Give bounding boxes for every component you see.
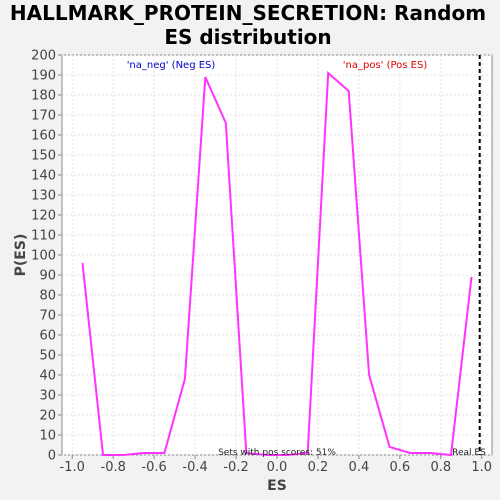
y-tick-label: 60 bbox=[39, 329, 56, 344]
y-tick-label: 190 bbox=[31, 69, 56, 84]
x-tick-label: -1.0 bbox=[60, 460, 85, 475]
pos-scores-annotation: Sets with pos scores: 51% bbox=[218, 448, 336, 458]
x-tick-label: -0.4 bbox=[182, 460, 207, 475]
x-tick-label: 0.4 bbox=[349, 460, 370, 475]
y-tick-label: 0 bbox=[48, 449, 56, 464]
legend-neg-es: 'na_neg' (Neg ES) bbox=[127, 60, 216, 71]
x-tick-label: -0.8 bbox=[101, 460, 126, 475]
y-tick-label: 120 bbox=[31, 209, 56, 224]
x-tick-label: 0.6 bbox=[390, 460, 411, 475]
x-tick-label: -0.2 bbox=[223, 460, 248, 475]
x-tick-label: 0.0 bbox=[267, 460, 288, 475]
x-tick-label: 0.2 bbox=[308, 460, 329, 475]
y-tick-label: 160 bbox=[31, 129, 56, 144]
y-tick-label: 140 bbox=[31, 169, 56, 184]
y-tick-label: 180 bbox=[31, 89, 56, 104]
y-tick-label: 30 bbox=[39, 389, 56, 404]
y-tick-label: 100 bbox=[31, 249, 56, 264]
y-tick-label: 110 bbox=[31, 229, 56, 244]
y-axis-ticks: 0 10 20 30 40 50 60 70 80 90 100 110 120 130 140 150 160… bbox=[31, 49, 62, 464]
x-tick-label: 1.0 bbox=[471, 460, 492, 475]
y-tick-label: 20 bbox=[39, 409, 56, 424]
legend-pos-es: 'na_pos' (Pos ES) bbox=[343, 60, 428, 71]
grid-lines bbox=[62, 54, 492, 456]
x-tick-label: 0.8 bbox=[430, 460, 451, 475]
x-axis-label: ES bbox=[267, 478, 287, 494]
real-es-label: Real ES bbox=[452, 448, 486, 458]
y-axis-label: P(ES) bbox=[13, 234, 29, 277]
y-tick-label: 170 bbox=[31, 109, 56, 124]
y-tick-label: 90 bbox=[39, 269, 56, 284]
chart-title-line-1: HALLMARK_PROTEIN_SECRETION: Random bbox=[10, 1, 486, 25]
y-tick-label: 70 bbox=[39, 309, 56, 324]
x-axis-ticks: -1.0 -0.8 -0.6 -0.4 -0.2 0.0 0.2 0.4 0.6 0.8 1.0 bbox=[60, 455, 492, 475]
chart-title-line-2: ES distribution bbox=[164, 25, 331, 49]
y-tick-label: 50 bbox=[39, 349, 56, 364]
y-tick-label: 150 bbox=[31, 149, 56, 164]
y-tick-label: 40 bbox=[39, 369, 56, 384]
x-tick-label: -0.6 bbox=[141, 460, 166, 475]
y-tick-label: 200 bbox=[31, 49, 56, 64]
y-tick-label: 130 bbox=[31, 189, 56, 204]
y-tick-label: 10 bbox=[39, 429, 56, 444]
y-tick-label: 80 bbox=[39, 289, 56, 304]
es-distribution-line bbox=[81, 70, 473, 457]
